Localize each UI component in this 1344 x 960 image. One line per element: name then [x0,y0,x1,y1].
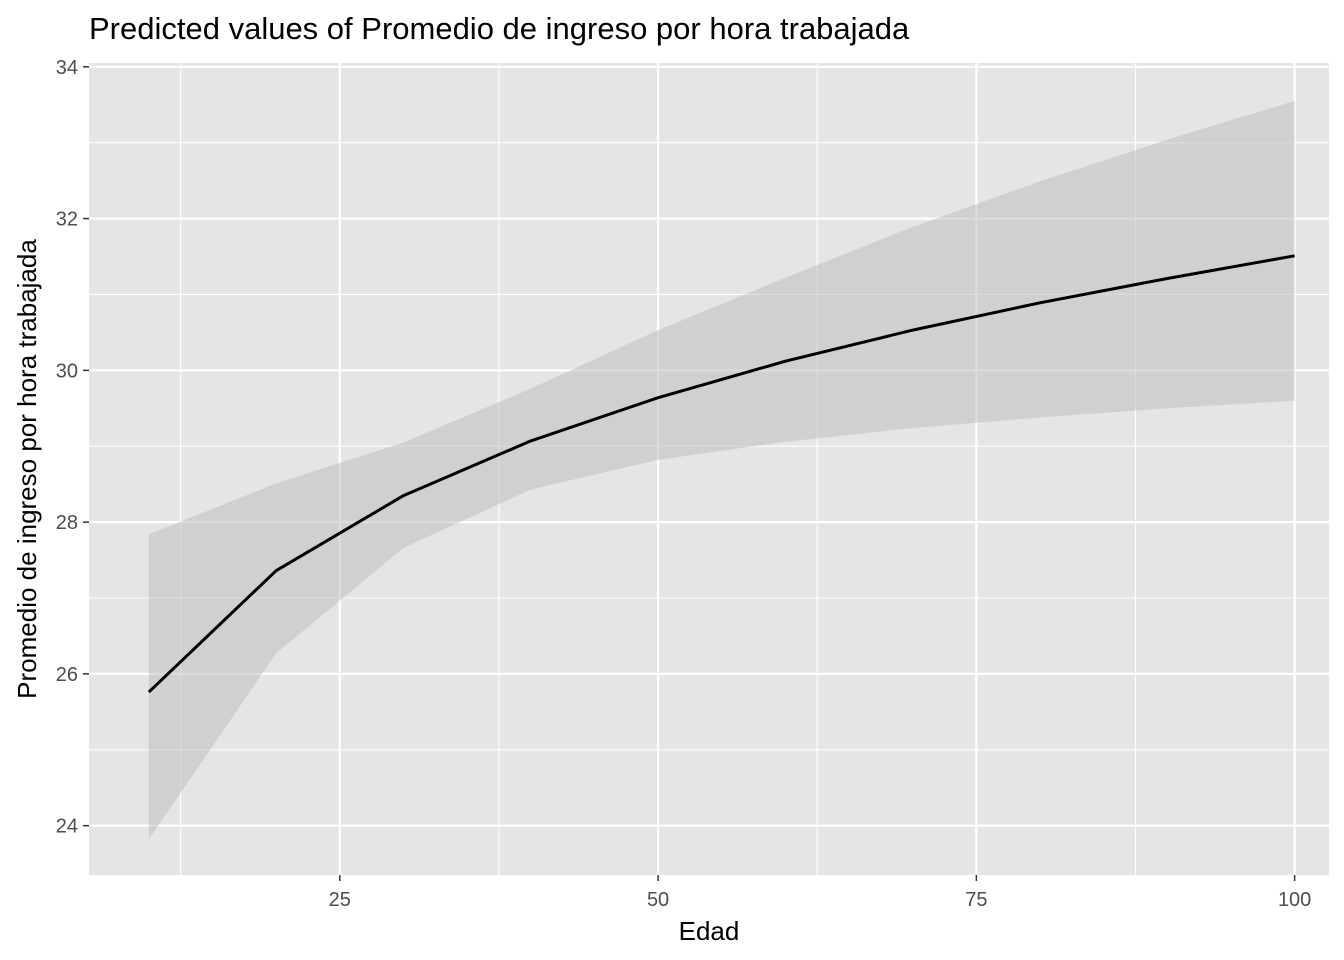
y-tick-label: 26 [56,664,78,686]
y-axis-title: Promedio de ingreso por hora trabajada [12,239,42,699]
prediction-points [148,255,1295,693]
x-tick-label: 75 [965,889,987,911]
x-axis: 25 50 75 100 [329,875,1311,911]
x-axis-title: Edad [679,916,740,946]
confidence-band [148,100,1295,840]
y-tick-label: 28 [56,512,78,534]
x-tick-label: 25 [329,889,351,911]
y-tick-label: 32 [56,209,78,231]
prediction-line [147,254,1295,694]
y-tick-label: 34 [56,57,78,79]
x-tick-label: 100 [1278,889,1311,911]
y-axis: 24 26 28 30 32 34 [56,57,89,838]
x-tick-label: 50 [647,889,669,911]
y-tick-label: 30 [56,360,78,382]
chart-title: Predicted values of Promedio de ingreso … [89,11,910,46]
y-tick-label: 24 [56,816,78,838]
